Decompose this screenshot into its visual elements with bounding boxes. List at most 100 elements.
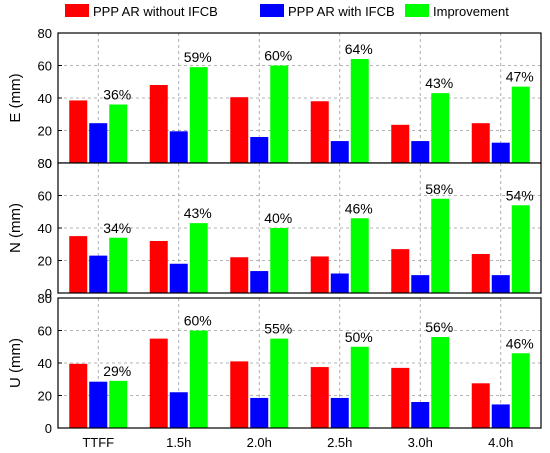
bar-without-ifcb — [471, 254, 490, 293]
data-label: 29% — [103, 363, 131, 379]
y-tick-label: 80 — [38, 26, 52, 41]
bar-improvement — [431, 337, 450, 428]
legend-label-0: PPP AR without IFCB — [93, 4, 218, 19]
data-label: 43% — [425, 75, 453, 91]
y-tick-label: 40 — [38, 356, 52, 371]
y-tick-label: 60 — [38, 189, 52, 204]
y-axis-label: N (mm) — [7, 203, 24, 253]
bar-without-ifcb — [310, 367, 329, 428]
data-label: 40% — [264, 210, 292, 226]
bar-with-ifcb — [169, 392, 188, 428]
data-label: 58% — [425, 181, 453, 197]
data-label: 59% — [184, 49, 212, 65]
bar-improvement — [511, 205, 530, 293]
y-tick-label: 60 — [38, 59, 52, 74]
bar-with-ifcb — [250, 397, 269, 428]
legend-label-2: Improvement — [433, 4, 509, 19]
panel-0: 0 20 40 60 80 36% 59% 60% 64% 43% 47% E (mm) — [7, 26, 542, 171]
bar-without-ifcb — [149, 241, 168, 293]
bar-improvement — [350, 59, 369, 163]
data-label: 56% — [425, 319, 453, 335]
bar-without-ifcb — [69, 100, 88, 163]
bar-improvement — [189, 330, 208, 428]
bar-without-ifcb — [149, 338, 168, 428]
bar-improvement — [431, 198, 450, 293]
bar-without-ifcb — [310, 256, 329, 293]
x-tick-label: TTFF — [82, 435, 114, 450]
panels: 0 20 40 60 80 36% 59% 60% 64% 43% 47% E (mm) 0 20 40 60… — [7, 26, 542, 436]
bar-with-ifcb — [169, 263, 188, 293]
data-label: 46% — [506, 335, 534, 351]
y-tick-label: 60 — [38, 324, 52, 339]
bar-improvement — [431, 93, 450, 163]
bar-without-ifcb — [310, 101, 329, 163]
y-tick-label: 20 — [38, 389, 52, 404]
panel-2: 0 20 40 60 80 29% 60% 55% 50% 56% 46% U (mm) — [7, 291, 542, 436]
bar-with-ifcb — [89, 123, 108, 163]
bar-improvement — [189, 223, 208, 293]
bar-improvement — [109, 237, 128, 293]
legend-label-1: PPP AR with IFCB — [288, 4, 395, 19]
x-tick-label: 1.5h — [166, 435, 191, 450]
data-label: 43% — [184, 205, 212, 221]
data-label: 46% — [345, 200, 373, 216]
x-tick-label: 2.0h — [247, 435, 272, 450]
legend-swatch-2 — [405, 4, 429, 17]
x-tick-label: 4.0h — [488, 435, 513, 450]
bar-with-ifcb — [89, 255, 108, 293]
bar-improvement — [350, 218, 369, 293]
bar-without-ifcb — [230, 361, 249, 428]
bar-with-ifcb — [411, 275, 430, 293]
bar-improvement — [270, 228, 289, 293]
data-label: 64% — [345, 41, 373, 57]
y-axis-label: E (mm) — [7, 73, 24, 122]
panel-frame — [57, 162, 542, 294]
bar-improvement — [511, 86, 530, 163]
bar-with-ifcb — [491, 404, 510, 428]
y-tick-label: 80 — [38, 156, 52, 171]
panel-1: 0 20 40 60 80 34% 43% 40% 46% 58% 54% N (mm) — [7, 156, 542, 301]
x-tick-label: 2.5h — [327, 435, 352, 450]
y-tick-label: 0 — [45, 156, 52, 171]
data-label: 34% — [103, 220, 131, 236]
bar-with-ifcb — [330, 141, 349, 163]
legend: PPP AR without IFCB PPP AR with IFCB Impro… — [65, 4, 509, 19]
y-tick-label: 0 — [45, 286, 52, 301]
bar-improvement — [109, 380, 128, 428]
bar-with-ifcb — [411, 141, 430, 163]
y-tick-label: 40 — [38, 91, 52, 106]
y-tick-label: 40 — [38, 221, 52, 236]
bar-improvement — [350, 346, 369, 428]
y-tick-label: 80 — [38, 291, 52, 306]
bar-without-ifcb — [230, 257, 249, 293]
data-label: 47% — [506, 69, 534, 85]
bar-improvement — [270, 65, 289, 163]
bar-with-ifcb — [491, 275, 510, 293]
y-tick-label: 0 — [45, 421, 52, 436]
y-tick-label: 20 — [38, 124, 52, 139]
bar-with-ifcb — [89, 381, 108, 428]
data-label: 50% — [345, 329, 373, 345]
bar-with-ifcb — [169, 131, 188, 163]
bar-with-ifcb — [330, 273, 349, 293]
bar-improvement — [511, 353, 530, 428]
bar-with-ifcb — [491, 142, 510, 163]
y-axis-label: U (mm) — [7, 338, 24, 388]
data-label: 55% — [264, 321, 292, 337]
y-tick-label: 20 — [38, 254, 52, 269]
legend-swatch-1 — [260, 4, 284, 17]
bar-without-ifcb — [391, 249, 410, 293]
bar-without-ifcb — [149, 85, 168, 163]
bar-without-ifcb — [69, 363, 88, 428]
data-label: 54% — [506, 187, 534, 203]
bar-with-ifcb — [250, 137, 269, 163]
bar-with-ifcb — [330, 397, 349, 428]
bar-without-ifcb — [391, 124, 410, 163]
data-label: 60% — [184, 313, 212, 329]
data-label: 60% — [264, 48, 292, 64]
data-label: 36% — [103, 87, 131, 103]
bar-without-ifcb — [391, 367, 410, 428]
bar-improvement — [109, 104, 128, 163]
bar-without-ifcb — [471, 123, 490, 163]
